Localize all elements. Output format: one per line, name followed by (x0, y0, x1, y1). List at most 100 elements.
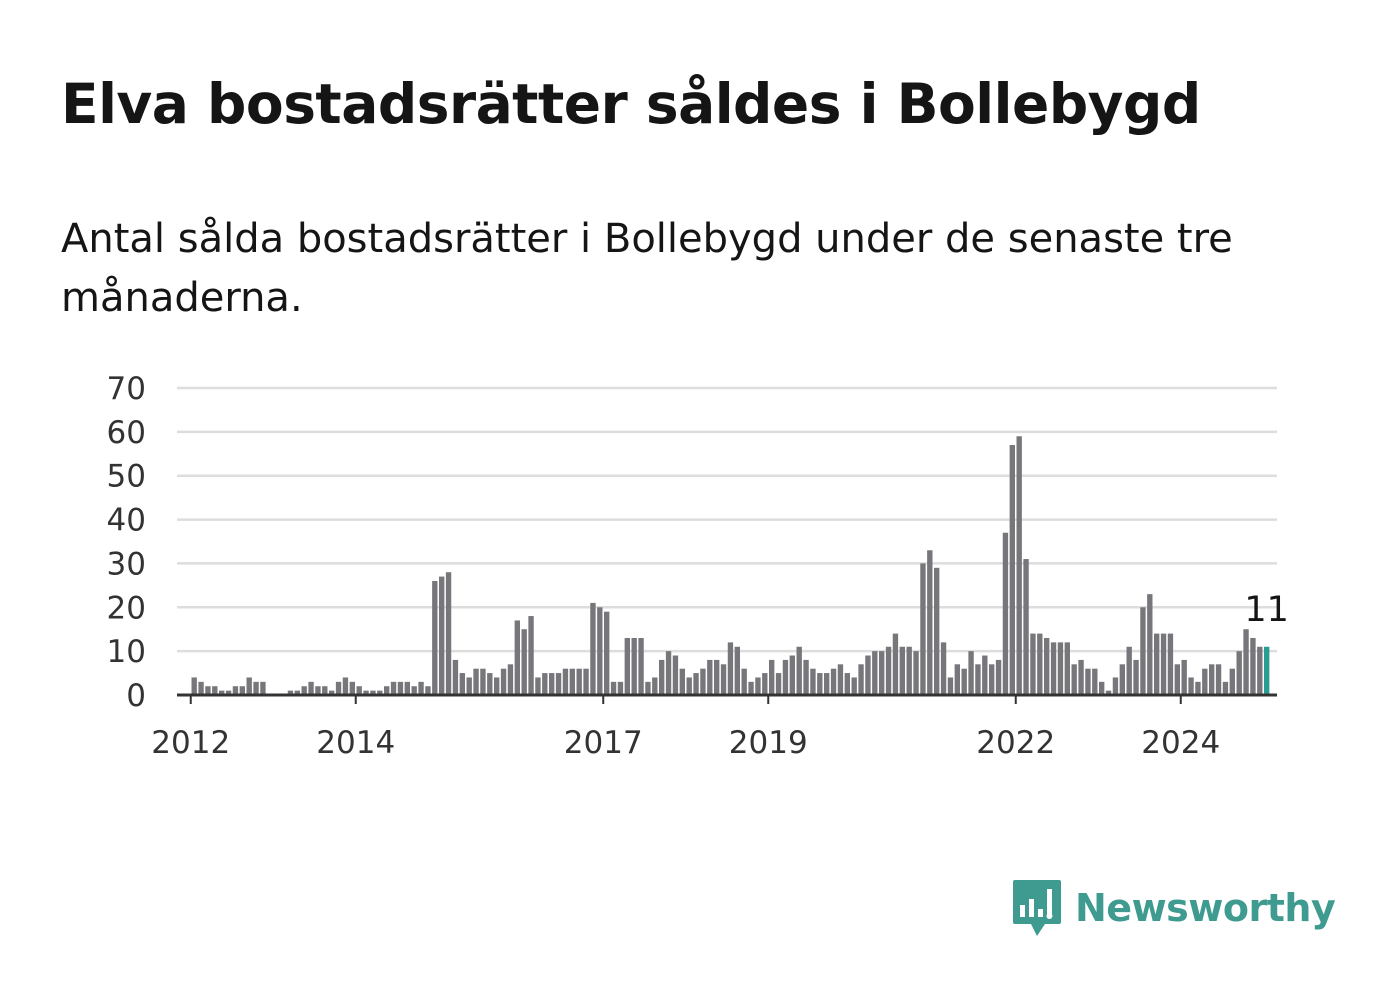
bar (927, 550, 933, 695)
bar (322, 686, 328, 695)
bar (714, 659, 720, 695)
bar (542, 673, 548, 695)
bar (610, 681, 617, 695)
bar (693, 673, 699, 695)
bar (315, 686, 321, 695)
bar (329, 690, 335, 695)
bar (198, 681, 204, 695)
bar (1071, 664, 1077, 695)
bar (1092, 668, 1098, 695)
bar (1147, 594, 1153, 695)
bar (1154, 633, 1160, 695)
bar (824, 673, 830, 695)
bar (817, 673, 823, 695)
bar (940, 642, 947, 695)
bar (879, 651, 885, 695)
bar (645, 681, 651, 695)
x-tick-label: 2012 (151, 725, 230, 761)
bar (1188, 677, 1194, 695)
x-tick-label: 2017 (564, 725, 643, 761)
bar (727, 642, 734, 695)
bar (294, 690, 300, 695)
bar (590, 602, 596, 695)
bar (253, 681, 259, 695)
bar (1257, 646, 1263, 695)
bar (1112, 677, 1119, 695)
bar (617, 681, 624, 695)
bar (191, 677, 197, 695)
y-tick-label: 70 (107, 371, 146, 407)
bar (975, 664, 981, 695)
bar (452, 659, 459, 695)
y-tick-label: 50 (107, 459, 146, 495)
value-annotation: 11 (1244, 590, 1289, 630)
bar (1105, 690, 1112, 695)
brand-name: Newsworthy (1075, 886, 1336, 930)
bar (1236, 651, 1242, 695)
bar (1250, 637, 1256, 695)
bar (700, 668, 706, 695)
bar (390, 681, 397, 695)
bar (775, 673, 782, 695)
bar (404, 681, 410, 695)
bar (672, 655, 679, 695)
bar (762, 673, 768, 695)
bar (507, 664, 514, 695)
x-tick-label: 2014 (316, 725, 395, 761)
bars (191, 436, 1270, 695)
bar (445, 572, 452, 695)
x-tick-label: 2024 (1141, 725, 1220, 761)
bar (913, 651, 919, 695)
bar (219, 690, 225, 695)
chart-subtitle: Antal sålda bostadsrätter i Bollebygd un… (61, 216, 1233, 321)
newsworthy-logo-icon (1013, 880, 1061, 936)
bar (961, 668, 967, 695)
bar (549, 673, 555, 695)
bar (872, 651, 878, 695)
bar (521, 629, 527, 695)
bar (624, 637, 630, 695)
bar (260, 681, 266, 695)
bar (432, 580, 438, 695)
bar (562, 668, 569, 695)
bar (363, 690, 369, 695)
bar (232, 686, 239, 695)
bar (1243, 629, 1249, 695)
bar (411, 686, 417, 695)
bar (947, 677, 954, 695)
bar (1215, 664, 1222, 695)
bar (569, 668, 575, 695)
bar (830, 668, 837, 695)
bar (555, 673, 562, 695)
bar (576, 668, 582, 695)
bar (1023, 559, 1029, 695)
bar (1057, 642, 1064, 695)
bar (796, 646, 802, 695)
bar (1209, 664, 1215, 695)
bar (989, 664, 995, 695)
bar (418, 681, 424, 695)
bar (205, 686, 211, 695)
bar (1126, 646, 1132, 695)
bar (1064, 642, 1070, 695)
bar (1202, 668, 1208, 695)
page-title: Elva bostadsrätter såldes i Bollebygd (61, 72, 1201, 136)
bar (1229, 668, 1235, 695)
bar (1009, 445, 1015, 695)
bar (810, 668, 816, 695)
bar (1119, 664, 1125, 695)
bar (982, 655, 988, 695)
bar (439, 576, 445, 695)
y-tick-label: 0 (126, 678, 146, 714)
bar (844, 673, 850, 695)
bar (246, 677, 252, 695)
bar (335, 681, 342, 695)
y-tick-label: 60 (107, 415, 146, 451)
bar-highlight (1264, 646, 1270, 695)
bar (885, 646, 892, 695)
bar (995, 659, 1002, 695)
bar (377, 690, 383, 695)
x-axis-ticks: 2012 2014 2017 2019 2022 2024 (151, 695, 1220, 761)
bar (1002, 532, 1009, 695)
bar (370, 690, 376, 695)
